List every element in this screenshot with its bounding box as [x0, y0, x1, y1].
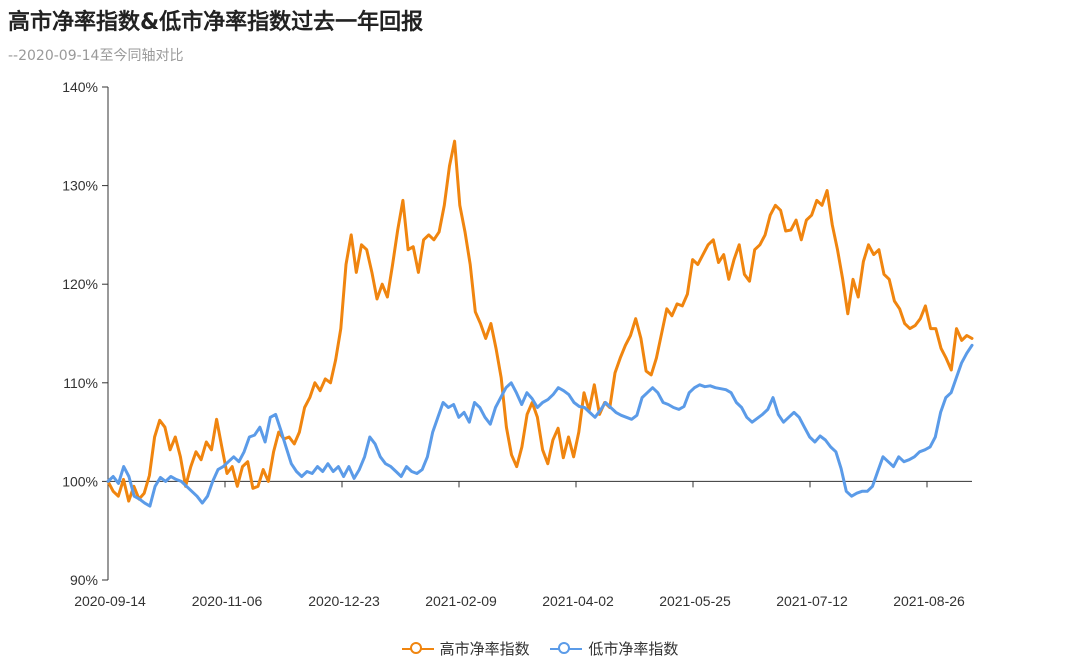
series-lines	[106, 139, 974, 508]
x-tick-label: 2020-11-06	[192, 593, 263, 609]
x-tick-label: 2021-05-25	[659, 593, 731, 609]
x-tick-label: 2021-08-26	[893, 593, 965, 609]
x-tick-label: 2021-07-12	[776, 593, 848, 609]
y-tick-label: 140%	[62, 79, 98, 95]
legend-label-low-pb: 低市净率指数	[588, 640, 679, 658]
y-tick-label: 100%	[62, 473, 98, 489]
legend-item-high-pb[interactable]: 高市净率指数	[401, 638, 530, 659]
chart-title: 高市净率指数&低市净率指数过去一年回报	[8, 10, 424, 35]
y-tick-label: 130%	[62, 178, 98, 194]
legend: 高市净率指数 低市净率指数	[0, 638, 1080, 661]
axes: 90% 100% 110% 120% 130% 140% 2020-09-14 2020-11…	[62, 79, 972, 609]
legend-marker-low-pb	[550, 641, 583, 657]
y-tick-label: 90%	[70, 572, 98, 588]
x-tick-label: 2020-09-14	[74, 593, 146, 609]
legend-label-high-pb: 高市净率指数	[439, 640, 530, 658]
x-tick-label: 2021-02-09	[425, 593, 497, 609]
x-tick-label: 2020-12-23	[308, 593, 380, 609]
y-tick-label: 110%	[63, 375, 98, 391]
series-line-0	[106, 139, 974, 503]
legend-marker-high-pb	[401, 641, 434, 657]
chart-subtitle: --2020-09-14至今同轴对比	[8, 48, 184, 64]
x-tick-label: 2021-04-02	[542, 593, 614, 609]
legend-item-low-pb[interactable]: 低市净率指数	[550, 638, 678, 659]
series-line-1	[106, 343, 974, 508]
y-tick-label: 120%	[62, 276, 98, 292]
